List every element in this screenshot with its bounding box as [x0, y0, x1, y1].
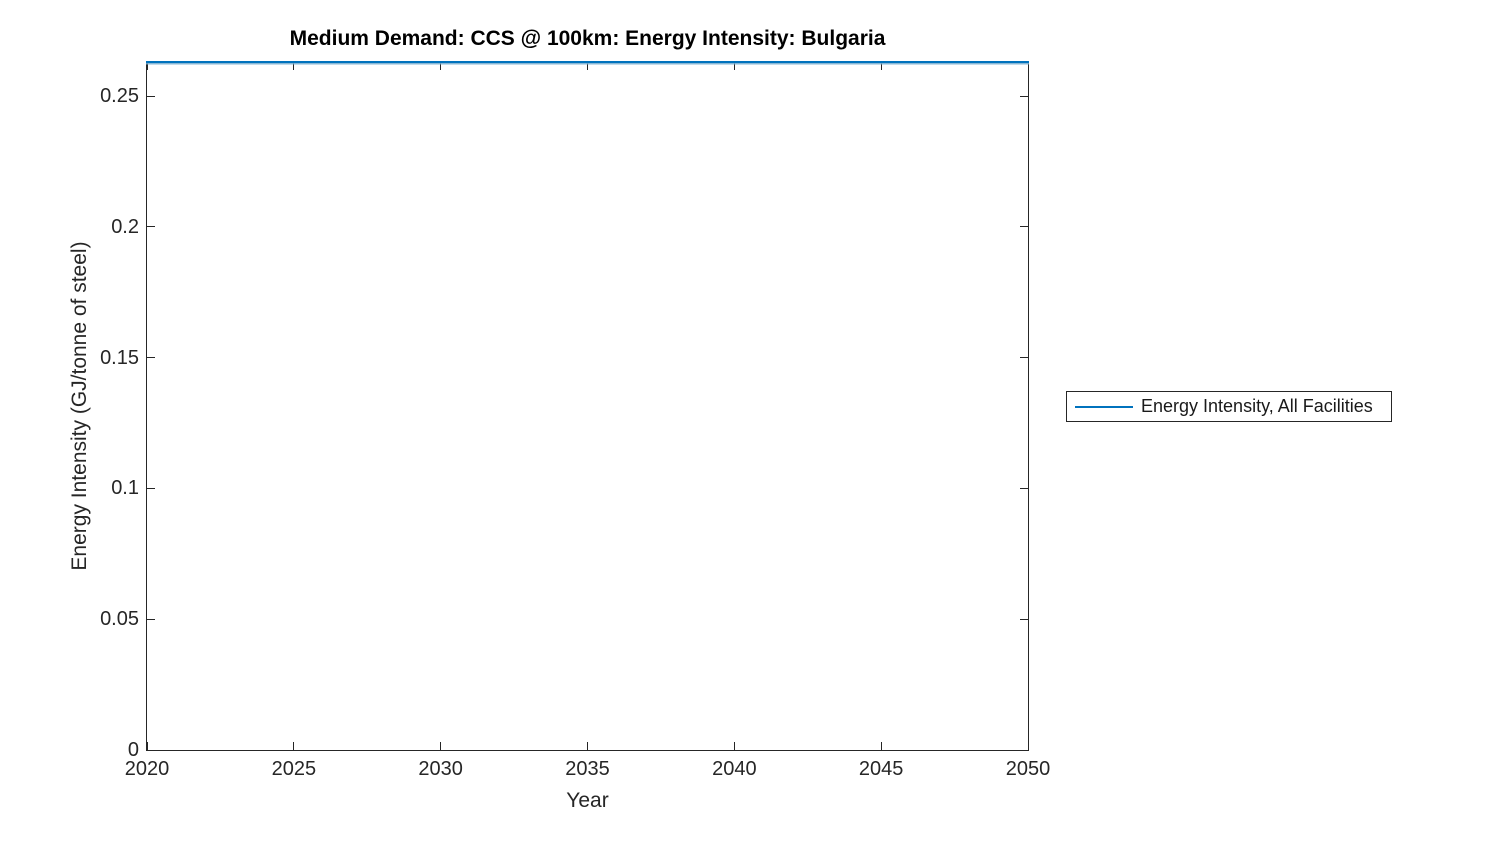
- x-tick-mark-top: [293, 62, 295, 70]
- y-tick-mark-right: [1020, 95, 1028, 97]
- x-tick-label: 2030: [418, 758, 463, 780]
- x-tick-mark-top: [733, 62, 735, 70]
- x-tick-label: 2050: [1005, 758, 1051, 780]
- x-axis-label: Year: [566, 789, 609, 812]
- y-tick-label: 0.1: [111, 477, 139, 500]
- chart-title: Medium Demand: CCS @ 100km: Energy Inten…: [289, 27, 886, 50]
- x-tick-mark: [587, 742, 588, 750]
- y-tick-mark: [147, 749, 155, 751]
- y-tick-mark-right: [1020, 618, 1028, 620]
- x-tick-mark-top: [880, 62, 882, 70]
- x-tick-mark-top: [587, 62, 588, 70]
- y-tick-mark: [147, 226, 155, 228]
- legend-line-icon: [1075, 405, 1133, 408]
- y-tick-label: 0.15: [100, 346, 139, 369]
- y-tick-mark-right: [1020, 749, 1028, 751]
- x-tick-mark-top: [1027, 62, 1029, 70]
- x-tick-label: 2035: [565, 758, 610, 780]
- x-tick-mark: [733, 742, 735, 750]
- x-tick-mark: [1027, 742, 1029, 750]
- y-tick-mark: [147, 357, 155, 359]
- x-tick-mark: [293, 742, 295, 750]
- plot-area: 2020 2025 2030 2035 2040 2045 2050 0 0.05 0.1 0.15…: [100, 61, 1050, 780]
- legend: Energy Intensity, All Facilities: [1066, 391, 1392, 422]
- y-tick-label: 0: [127, 739, 139, 761]
- y-tick-label: 0.05: [100, 608, 139, 631]
- y-tick-mark-right: [1020, 487, 1028, 489]
- y-tick-mark-right: [1020, 357, 1028, 359]
- y-tick-mark-right: [1020, 226, 1028, 228]
- y-tick-mark: [147, 487, 155, 489]
- y-axis-label: Energy Intensity (GJ/tonne of steel): [68, 241, 91, 571]
- series-line-energy-intensity: [146, 61, 1029, 63]
- x-tick-label: 2025: [271, 758, 317, 780]
- y-tick-mark: [147, 618, 155, 620]
- legend-label: Energy Intensity, All Facilities: [1141, 396, 1373, 416]
- x-tick-mark: [146, 742, 148, 750]
- x-tick-mark-top: [146, 62, 148, 70]
- y-tick-label: 0.2: [111, 215, 139, 238]
- x-tick-label: 2045: [858, 758, 904, 780]
- x-tick-label: 2040: [712, 758, 757, 780]
- x-tick-mark: [880, 742, 882, 750]
- x-tick-mark: [440, 742, 442, 750]
- y-tick-label: 0.25: [100, 85, 139, 107]
- x-tick-label: 2020: [124, 758, 170, 780]
- x-tick-mark-top: [440, 62, 442, 70]
- y-tick-mark: [147, 95, 155, 97]
